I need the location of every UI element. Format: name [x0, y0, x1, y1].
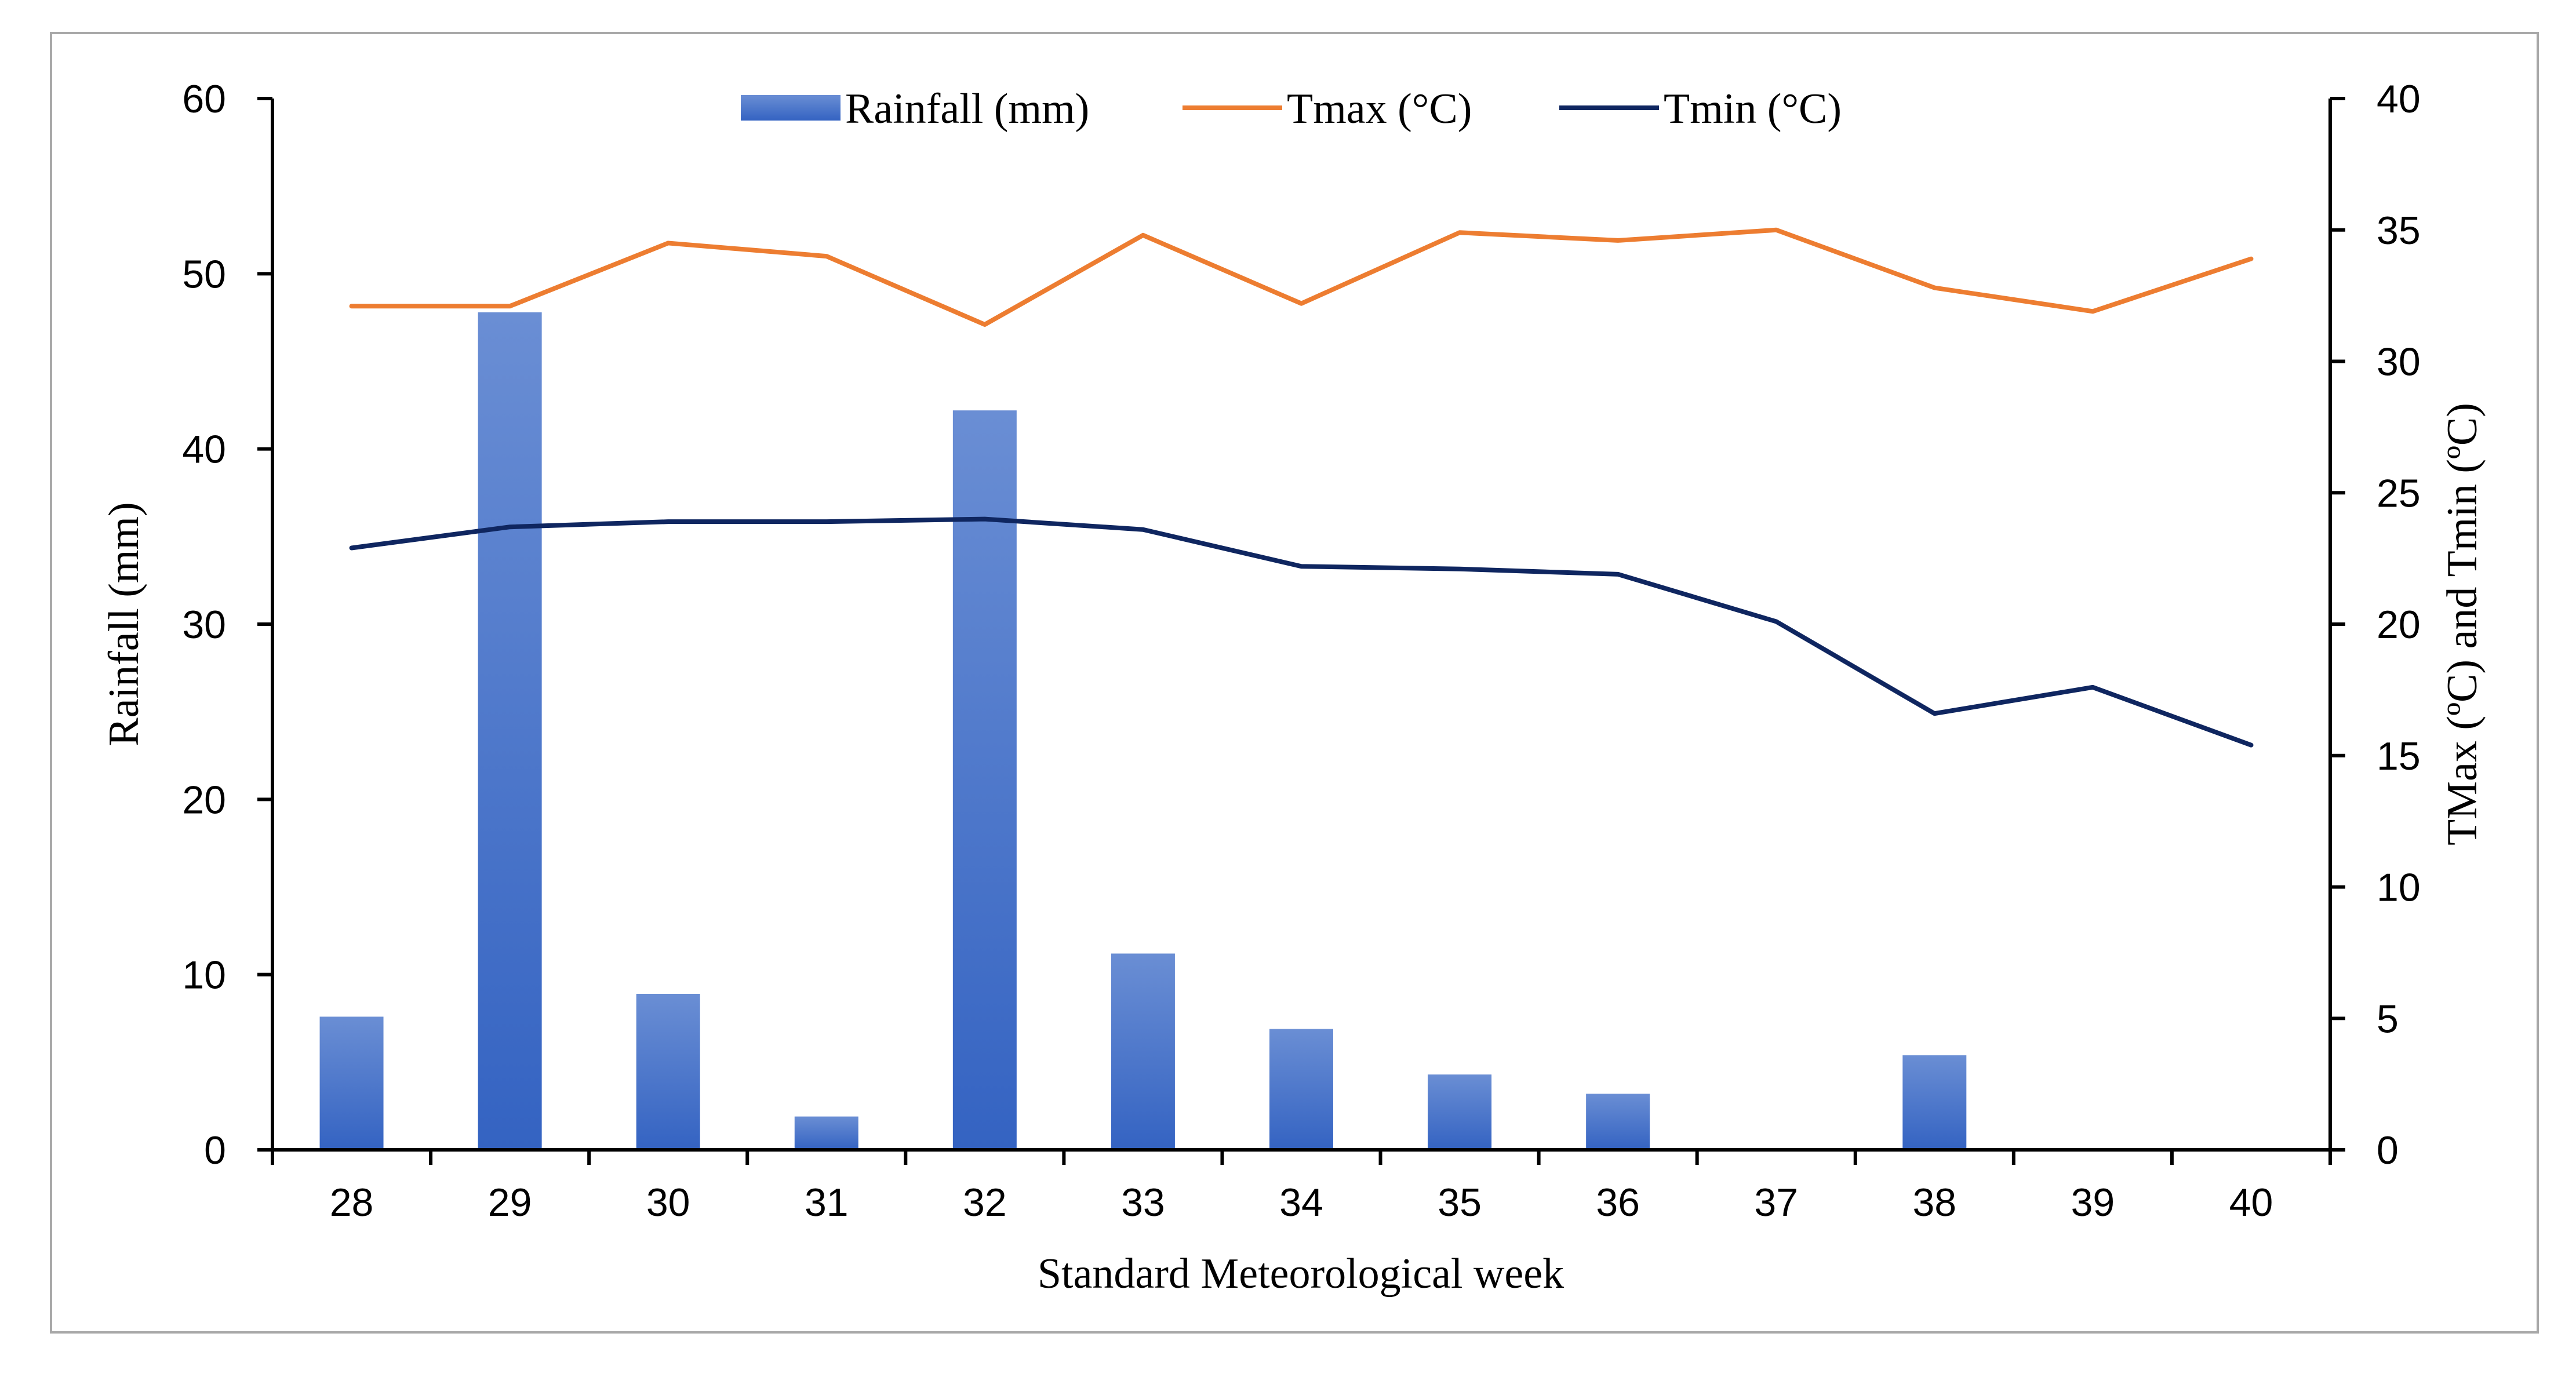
y2-tick-label: 15 — [2377, 734, 2421, 778]
y-axis-title: Rainfall (mm) — [100, 502, 148, 746]
rainfall-bar-week-35 — [1428, 1074, 1492, 1150]
x-tick-label: 35 — [1438, 1181, 1482, 1225]
legend-label-tmin: Tmin (°C) — [1664, 85, 1842, 133]
y-tick-label: 50 — [182, 252, 226, 296]
x-tick-label: 36 — [1596, 1181, 1640, 1225]
rainfall-bar-week-29 — [478, 312, 542, 1150]
y2-axis-title: TMax (ºC) and Tmin (ºC) — [2439, 403, 2486, 846]
tick-labels: 0 10 20 30 40 50 60 0 5 10 15 20 25 30 35 40 28 29 30 31 32 3… — [182, 77, 2420, 1225]
legend-swatch-rainfall — [741, 95, 841, 121]
y2-tick-label: 25 — [2377, 471, 2421, 515]
temperature-lines — [349, 227, 2254, 748]
y-tick-label: 10 — [182, 953, 226, 997]
y2-tick-label: 40 — [2377, 77, 2421, 121]
x-tick-label: 37 — [1754, 1181, 1798, 1225]
y2-tick-label: 0 — [2377, 1128, 2399, 1172]
rainfall-bar-week-33 — [1111, 953, 1175, 1150]
tmin-line — [349, 516, 2254, 748]
legend-label-tmax: Tmax (°C) — [1287, 85, 1472, 133]
rainfall-bar-week-28 — [319, 1017, 384, 1150]
y-tick-label: 0 — [204, 1128, 226, 1172]
x-tick-label: 40 — [2229, 1181, 2273, 1225]
x-tick-label: 29 — [488, 1181, 532, 1225]
y-tick-label: 40 — [182, 428, 226, 472]
x-axis-title: Standard Meteorological week — [1038, 1250, 1564, 1298]
y2-tick-label: 20 — [2377, 603, 2421, 647]
x-tick-label: 34 — [1279, 1181, 1323, 1225]
y-tick-label: 60 — [182, 77, 226, 121]
y2-tick-label: 30 — [2377, 340, 2421, 384]
rainfall-bar-week-30 — [636, 993, 700, 1150]
y-tick-label: 20 — [182, 778, 226, 822]
tmax-line — [349, 227, 2254, 327]
legend: Rainfall (mm) Tmax (°C) Tmin (°C) — [741, 85, 1842, 133]
rainfall-bar-week-31 — [794, 1116, 858, 1150]
x-tick-label: 30 — [646, 1181, 690, 1225]
rainfall-bar-week-38 — [1902, 1055, 1967, 1150]
rainfall-bar-week-34 — [1269, 1029, 1333, 1150]
x-tick-label: 32 — [963, 1181, 1007, 1225]
y2-tick-label: 10 — [2377, 866, 2421, 910]
x-tick-label: 39 — [2071, 1181, 2115, 1225]
x-tick-label: 33 — [1121, 1181, 1165, 1225]
rainfall-bar-week-36 — [1586, 1094, 1650, 1150]
x-tick-label: 31 — [805, 1181, 849, 1225]
y-tick-label: 30 — [182, 603, 226, 647]
rainfall-bar-week-32 — [952, 410, 1017, 1150]
axes — [257, 97, 2345, 1165]
x-tick-label: 38 — [1912, 1181, 1956, 1225]
x-tick-label: 28 — [330, 1181, 374, 1225]
legend-label-rainfall: Rainfall (mm) — [845, 85, 1089, 133]
y2-tick-label: 35 — [2377, 209, 2421, 253]
rainfall-bars — [319, 312, 1967, 1150]
y2-tick-label: 5 — [2377, 997, 2399, 1041]
